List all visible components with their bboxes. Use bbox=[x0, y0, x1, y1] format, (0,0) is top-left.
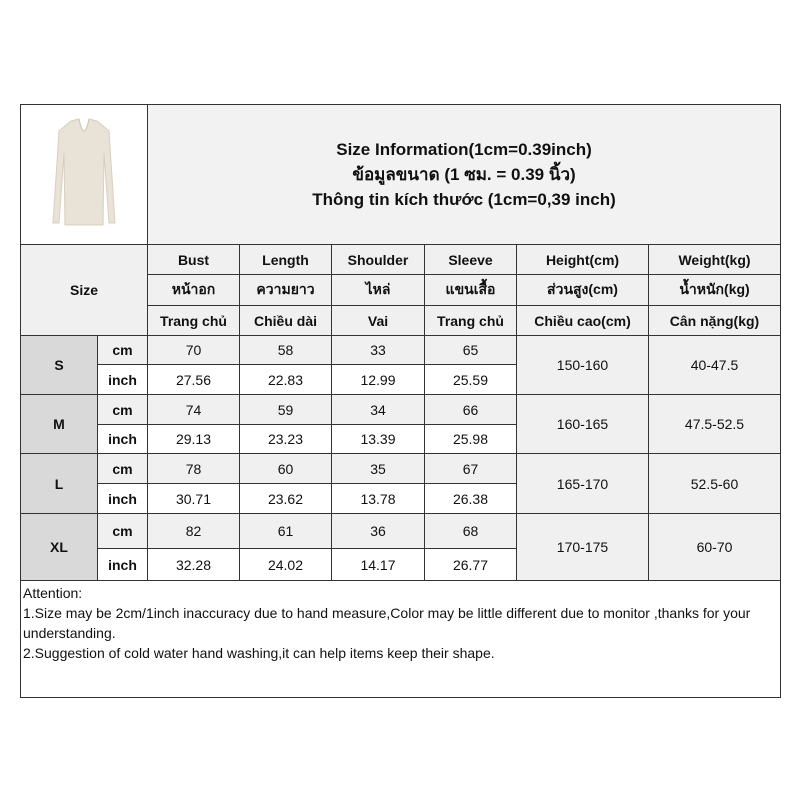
attention-note: 2.Suggestion of cold water hand washing,… bbox=[23, 645, 495, 661]
size-row-inch: inch 29.13 23.23 13.39 25.98 bbox=[21, 424, 781, 454]
weight-range: 40-47.5 bbox=[647, 335, 782, 395]
cm-value: 70 bbox=[147, 335, 240, 365]
inch-value: 23.23 bbox=[239, 424, 332, 454]
col-header-th: ส่วนสูง(cm) bbox=[516, 274, 649, 306]
shirt-image bbox=[52, 118, 116, 226]
size-chart-table: Size Information(1cm=0.39inch) ข้อมูลขนา… bbox=[19, 104, 782, 698]
size-label: L bbox=[20, 453, 98, 514]
title-en: Size Information(1cm=0.39inch) bbox=[336, 140, 592, 159]
attention-notes: Attention: 1.Size may be 2cm/1inch inacc… bbox=[19, 580, 782, 698]
cm-value: 60 bbox=[239, 453, 332, 484]
col-header-en: Weight(kg) bbox=[647, 244, 782, 275]
weight-range: 47.5-52.5 bbox=[647, 394, 782, 454]
col-header-vi: Trang chủ bbox=[147, 305, 240, 336]
size-row-inch: inch 27.56 22.83 12.99 25.59 bbox=[21, 364, 781, 395]
cm-value: 59 bbox=[239, 394, 332, 425]
size-header: Size bbox=[20, 244, 148, 336]
cm-value: 66 bbox=[424, 394, 517, 425]
col-header-en: Sleeve bbox=[424, 244, 517, 275]
col-header-en: Shoulder bbox=[331, 244, 425, 275]
col-header-th: แขนเสื้อ bbox=[424, 274, 517, 306]
col-header-th: หน้าอก bbox=[147, 274, 240, 306]
inch-value: 22.83 bbox=[239, 364, 332, 395]
col-header-vi: Vai bbox=[331, 305, 425, 336]
inch-value: 25.59 bbox=[424, 364, 517, 395]
col-header-en: Height(cm) bbox=[516, 244, 649, 275]
inch-value: 26.77 bbox=[424, 548, 517, 581]
unit-cm: cm bbox=[97, 513, 148, 549]
col-header-vi: Cân nặng(kg) bbox=[647, 305, 782, 336]
attention-note: 1.Size may be 2cm/1inch inaccuracy due t… bbox=[23, 605, 751, 641]
col-header-vi: Trang chủ bbox=[424, 305, 517, 336]
cm-value: 82 bbox=[147, 513, 240, 549]
height-range: 165-170 bbox=[516, 453, 649, 514]
size-label: M bbox=[20, 394, 98, 454]
cm-value: 58 bbox=[239, 335, 332, 365]
size-row-inch: inch 30.71 23.62 13.78 26.38 bbox=[21, 483, 781, 514]
cm-value: 33 bbox=[331, 335, 425, 365]
size-label: XL bbox=[20, 513, 98, 581]
cm-value: 65 bbox=[424, 335, 517, 365]
inch-value: 12.99 bbox=[331, 364, 425, 395]
cm-value: 67 bbox=[424, 453, 517, 484]
col-header-th: น้ำหนัก(kg) bbox=[647, 274, 782, 306]
cm-value: 68 bbox=[424, 513, 517, 549]
product-image-cell bbox=[20, 104, 148, 245]
unit-inch: inch bbox=[97, 364, 148, 395]
height-range: 170-175 bbox=[516, 513, 649, 581]
weight-range: 52.5-60 bbox=[647, 453, 782, 514]
unit-inch: inch bbox=[97, 548, 148, 581]
title-vi: Thông tin kích thước (1cm=0,39 inch) bbox=[312, 190, 616, 209]
size-label: S bbox=[20, 335, 98, 395]
col-header-vi: Chiều dài bbox=[239, 305, 332, 336]
unit-inch: inch bbox=[97, 483, 148, 514]
inch-value: 27.56 bbox=[147, 364, 240, 395]
col-header-en: Bust bbox=[147, 244, 240, 275]
height-range: 150-160 bbox=[516, 335, 649, 395]
inch-value: 24.02 bbox=[239, 548, 332, 581]
inch-value: 32.28 bbox=[147, 548, 240, 581]
cm-value: 74 bbox=[147, 394, 240, 425]
inch-value: 13.78 bbox=[331, 483, 425, 514]
title-th: ข้อมูลขนาด (1 ซม. = 0.39 นิ้ว) bbox=[352, 165, 576, 184]
inch-value: 29.13 bbox=[147, 424, 240, 454]
unit-cm: cm bbox=[97, 453, 148, 484]
size-row-inch: inch 32.28 24.02 14.17 26.77 bbox=[21, 548, 781, 581]
cm-value: 35 bbox=[331, 453, 425, 484]
inch-value: 14.17 bbox=[331, 548, 425, 581]
inch-value: 26.38 bbox=[424, 483, 517, 514]
inch-value: 13.39 bbox=[331, 424, 425, 454]
inch-value: 30.71 bbox=[147, 483, 240, 514]
col-header-vi: Chiều cao(cm) bbox=[516, 305, 649, 336]
unit-cm: cm bbox=[97, 394, 148, 425]
cm-value: 36 bbox=[331, 513, 425, 549]
unit-inch: inch bbox=[97, 424, 148, 454]
col-header-en: Length bbox=[239, 244, 332, 275]
inch-value: 23.62 bbox=[239, 483, 332, 514]
cm-value: 78 bbox=[147, 453, 240, 484]
attention-heading: Attention: bbox=[23, 585, 83, 601]
size-row-cm: XL cm 82 61 36 68 170-175 60-70 bbox=[20, 513, 782, 581]
cm-value: 61 bbox=[239, 513, 332, 549]
unit-cm: cm bbox=[97, 335, 148, 365]
size-info-title: Size Information(1cm=0.39inch) ข้อมูลขนา… bbox=[146, 104, 782, 245]
height-range: 160-165 bbox=[516, 394, 649, 454]
cm-value: 34 bbox=[331, 394, 425, 425]
weight-range: 60-70 bbox=[647, 513, 782, 581]
col-header-th: ความยาว bbox=[239, 274, 332, 306]
col-header-th: ไหล่ bbox=[331, 274, 425, 306]
inch-value: 25.98 bbox=[424, 424, 517, 454]
